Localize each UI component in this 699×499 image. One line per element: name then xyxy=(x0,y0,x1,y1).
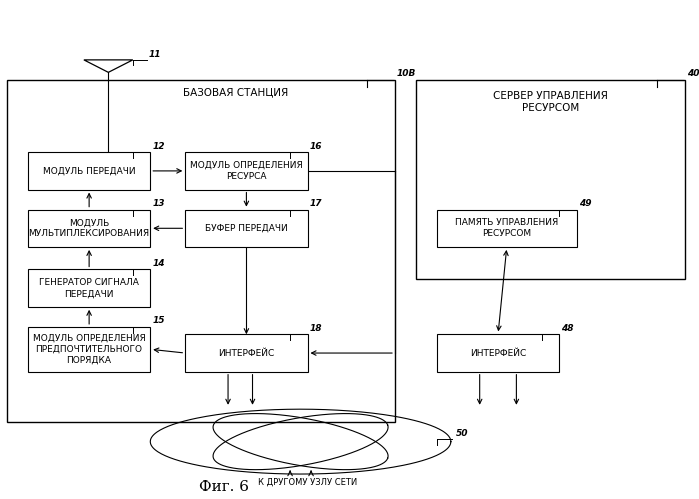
Text: ИНТЕРФЕЙС: ИНТЕРФЕЙС xyxy=(218,348,275,358)
Text: МОДУЛЬ ОПРЕДЕЛЕНИЯ
ПРЕДПОЧТИТЕЛЬНОГО
ПОРЯДКА: МОДУЛЬ ОПРЕДЕЛЕНИЯ ПРЕДПОЧТИТЕЛЬНОГО ПОР… xyxy=(33,334,145,365)
Text: 13: 13 xyxy=(152,199,165,208)
FancyBboxPatch shape xyxy=(28,327,150,372)
Text: 11: 11 xyxy=(148,50,161,59)
Text: 10В: 10В xyxy=(397,69,417,78)
FancyBboxPatch shape xyxy=(28,152,150,190)
FancyBboxPatch shape xyxy=(185,152,308,190)
Text: 48: 48 xyxy=(561,324,574,333)
Text: 50: 50 xyxy=(456,429,468,438)
Text: БАЗОВАЯ СТАНЦИЯ: БАЗОВАЯ СТАНЦИЯ xyxy=(183,87,289,97)
FancyBboxPatch shape xyxy=(185,334,308,372)
FancyBboxPatch shape xyxy=(28,269,150,307)
Text: ИНТЕРФЕЙС: ИНТЕРФЕЙС xyxy=(470,348,526,358)
Text: МОДУЛЬ ПЕРЕДАЧИ: МОДУЛЬ ПЕРЕДАЧИ xyxy=(43,166,136,176)
Text: 49: 49 xyxy=(579,199,591,208)
FancyBboxPatch shape xyxy=(28,210,150,247)
Text: 14: 14 xyxy=(152,259,165,268)
Text: ГЕНЕРАТОР СИГНАЛА
ПЕРЕДАЧИ: ГЕНЕРАТОР СИГНАЛА ПЕРЕДАЧИ xyxy=(39,278,139,298)
Text: БУФЕР ПЕРЕДАЧИ: БУФЕР ПЕРЕДАЧИ xyxy=(205,224,288,233)
FancyBboxPatch shape xyxy=(185,210,308,247)
Text: 16: 16 xyxy=(310,142,322,151)
FancyBboxPatch shape xyxy=(437,334,559,372)
Text: Фиг. 6: Фиг. 6 xyxy=(199,480,249,494)
Text: 40: 40 xyxy=(687,69,699,78)
Text: 12: 12 xyxy=(152,142,165,151)
FancyBboxPatch shape xyxy=(437,210,577,247)
Text: 18: 18 xyxy=(310,324,322,333)
Text: МОДУЛЬ
МУЛЬТИПЛЕКСИРОВАНИЯ: МОДУЛЬ МУЛЬТИПЛЕКСИРОВАНИЯ xyxy=(29,218,150,239)
Text: ПАМЯТЬ УПРАВЛЕНИЯ
РЕСУРСОМ: ПАМЯТЬ УПРАВЛЕНИЯ РЕСУРСОМ xyxy=(455,218,559,239)
Text: СЕРВЕР УПРАВЛЕНИЯ
РЕСУРСОМ: СЕРВЕР УПРАВЛЕНИЯ РЕСУРСОМ xyxy=(493,91,608,113)
Text: 15: 15 xyxy=(152,316,165,325)
Text: МОДУЛЬ ОПРЕДЕЛЕНИЯ
РЕСУРСА: МОДУЛЬ ОПРЕДЕЛЕНИЯ РЕСУРСА xyxy=(190,161,303,181)
Text: К ДРУГОМУ УЗЛУ СЕТИ: К ДРУГОМУ УЗЛУ СЕТИ xyxy=(258,478,357,487)
Text: 17: 17 xyxy=(310,199,322,208)
